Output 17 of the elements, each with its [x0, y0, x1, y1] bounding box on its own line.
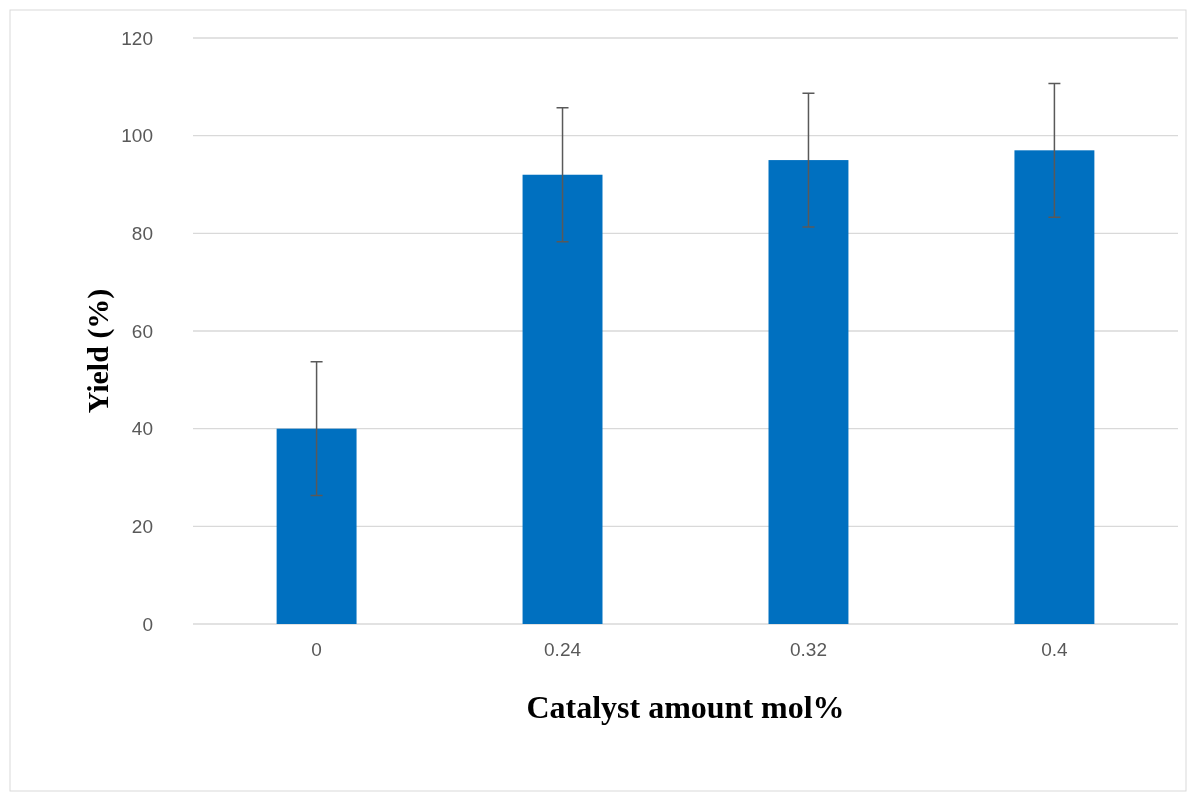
bar	[276, 428, 357, 624]
y-tick-label: 0	[142, 613, 153, 635]
y-tick-label: 120	[121, 27, 153, 49]
x-tick-label: 0	[311, 639, 322, 660]
bar	[522, 174, 603, 624]
x-tick-label: 0.24	[544, 639, 582, 660]
y-tick-label: 60	[131, 320, 153, 342]
x-axis-title: Catalyst amount mol%	[526, 689, 845, 725]
x-tick-label: 0.4	[1041, 639, 1069, 660]
x-tick-label: 0.32	[789, 639, 827, 660]
bar	[768, 160, 849, 624]
y-axis-title: Yield (%)	[81, 288, 115, 414]
y-tick-label: 100	[121, 125, 153, 147]
bar	[1014, 150, 1095, 624]
y-tick-label: 80	[131, 222, 153, 244]
y-tick-label: 20	[131, 515, 153, 537]
y-tick-label: 40	[131, 418, 153, 440]
